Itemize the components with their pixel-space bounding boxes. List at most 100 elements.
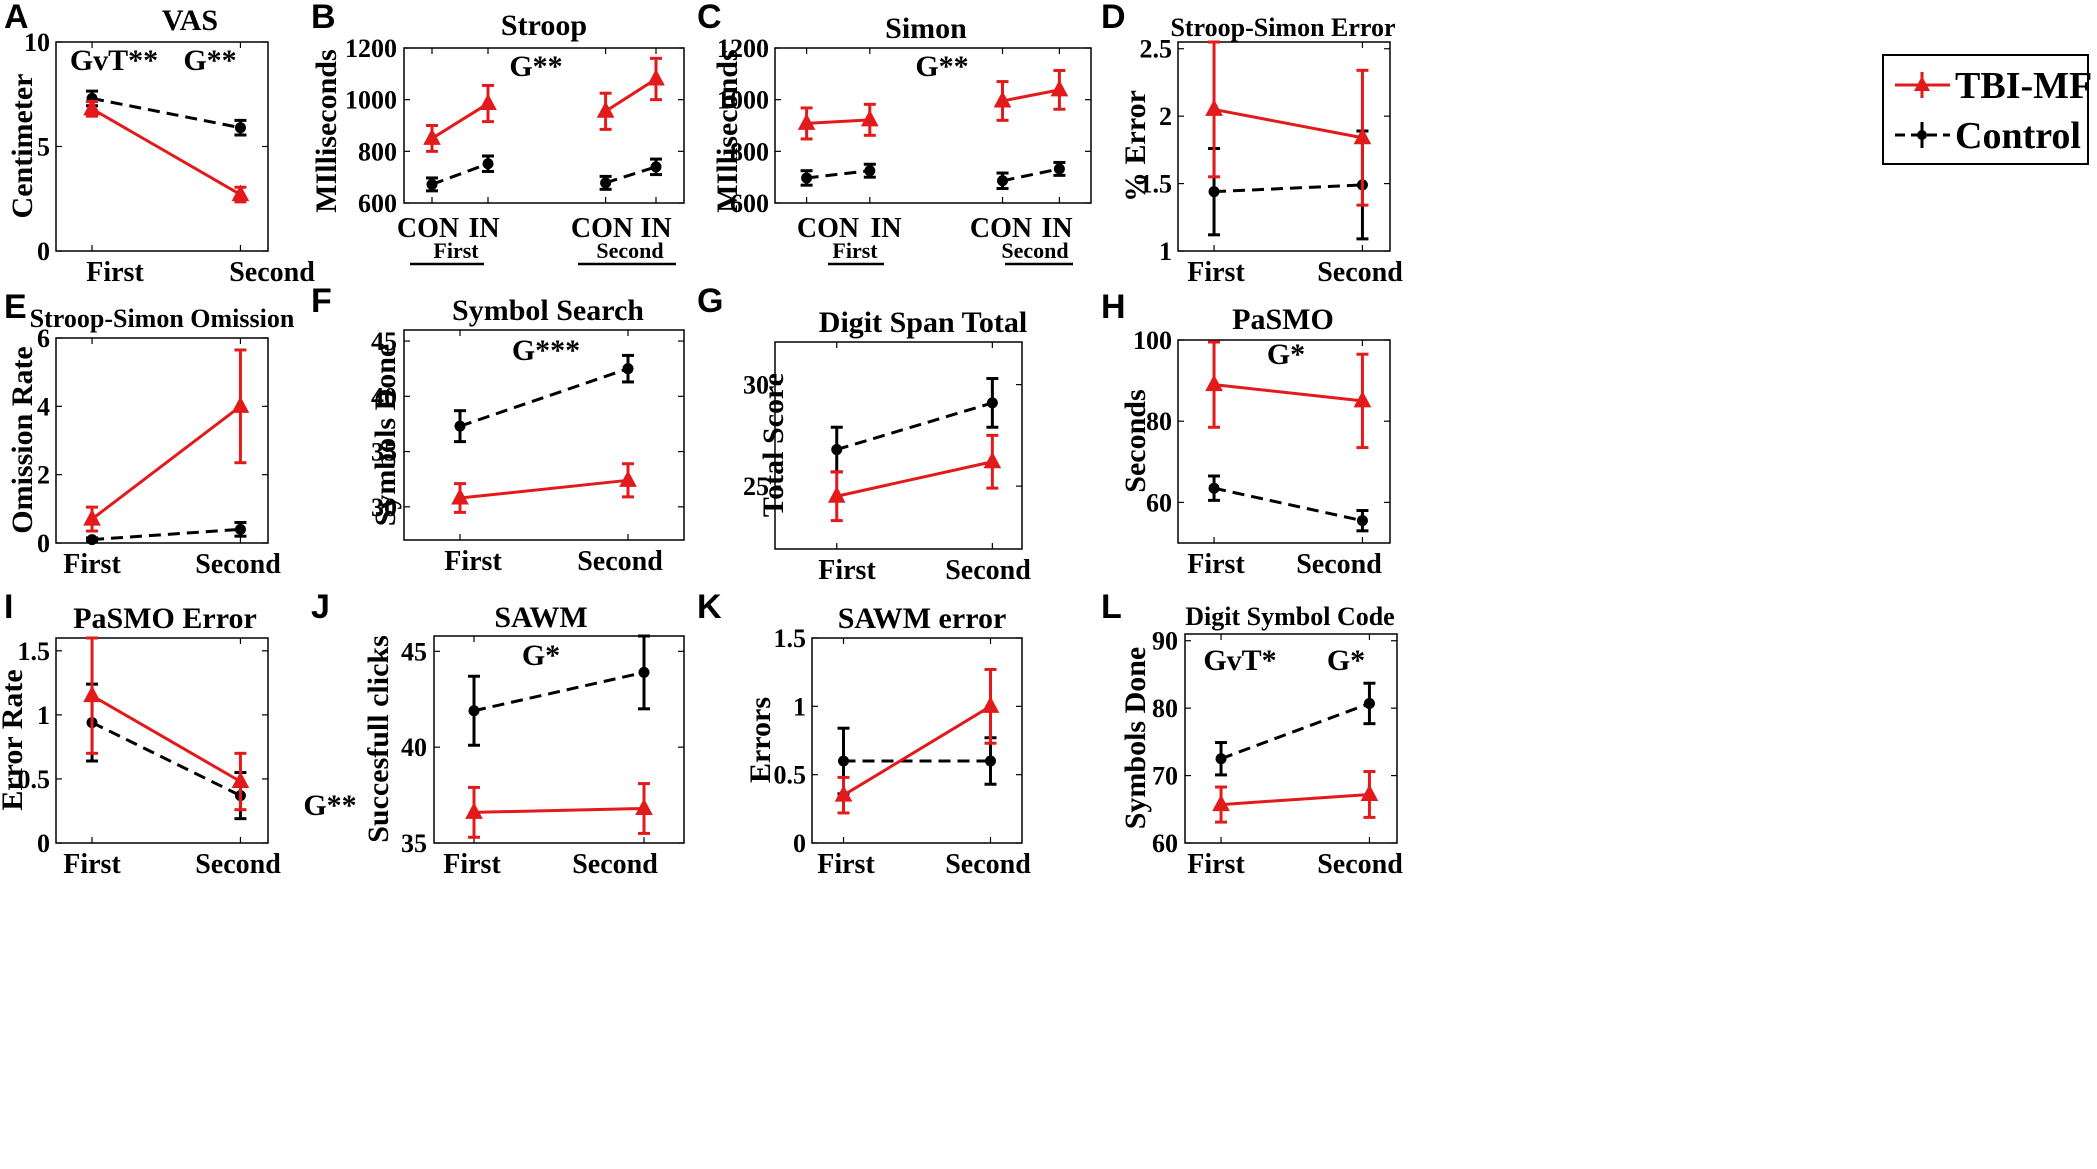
- y-tick-label: 0: [37, 529, 50, 558]
- data-point-control: [997, 175, 1009, 187]
- y-tick-label: 30: [743, 371, 769, 400]
- data-point-control: [1356, 515, 1368, 527]
- series-tbi-mf: [83, 348, 250, 533]
- data-point-tbi: [479, 93, 497, 111]
- data-point-control: [1215, 753, 1227, 765]
- axes-box: [403, 47, 685, 204]
- group-label: First: [433, 238, 479, 263]
- panel-title: Stroop: [501, 9, 587, 42]
- axes-box: [774, 47, 1092, 204]
- y-tick-label: 30: [371, 493, 397, 522]
- y-axis-label: % Error: [1119, 90, 1152, 202]
- panel-letter: E: [4, 288, 27, 326]
- significance-annotation: G**: [183, 44, 236, 77]
- panel-letter: G: [697, 282, 723, 320]
- series-tbi-mf: [83, 636, 250, 812]
- y-tick-label: 1.5: [774, 624, 807, 653]
- series-tbi-mf: [834, 667, 1000, 815]
- panel-letter: A: [4, 0, 29, 36]
- data-point-tbi: [596, 101, 615, 118]
- y-tick-label: 800: [358, 137, 397, 166]
- y-tick-label: 0: [37, 237, 50, 266]
- series-line-control: [431, 162, 489, 186]
- panel-title: VAS: [162, 4, 218, 37]
- y-tick-label: 1: [1159, 237, 1172, 266]
- significance-annotation: GvT**: [70, 44, 158, 77]
- data-point-tbi: [827, 486, 846, 503]
- series-tbi-mf: [465, 782, 653, 839]
- y-tick-label: 600: [358, 189, 397, 218]
- data-point-control: [986, 397, 998, 409]
- data-point-tbi: [1050, 79, 1069, 97]
- axes-box: [774, 341, 1023, 550]
- y-axis-label: Error Rate: [0, 669, 29, 810]
- x-tick-label: First: [444, 546, 502, 577]
- series-control: [800, 160, 1066, 191]
- y-tick-label: 0.5: [18, 765, 51, 794]
- y-tick-label: 1.5: [1140, 170, 1173, 199]
- series-line-tbi: [91, 405, 242, 521]
- series-tbi-mf: [797, 68, 1069, 141]
- x-tick-label: Second: [572, 849, 658, 880]
- series-tbi-mf: [423, 56, 665, 153]
- series-line-control: [91, 721, 242, 797]
- panel-title: Stroop-Simon Error: [1170, 13, 1395, 42]
- data-point-control: [1208, 186, 1220, 198]
- data-point-control: [864, 165, 876, 177]
- series-line-tbi: [91, 694, 242, 783]
- x-tick-label: Second: [945, 849, 1031, 880]
- data-point-tbi: [423, 128, 441, 145]
- y-tick-label: 25: [743, 472, 769, 501]
- y-tick-label: 1000: [717, 86, 769, 115]
- y-tick-label: 1200: [345, 34, 397, 63]
- x-tick-label: First: [817, 849, 875, 880]
- x-tick-label: IN: [468, 213, 499, 244]
- x-tick-label: Second: [1317, 849, 1403, 880]
- data-point-control: [1053, 163, 1065, 175]
- data-point-control: [426, 178, 438, 190]
- data-point-tbi: [231, 771, 250, 788]
- series-line-control: [1213, 486, 1363, 523]
- y-tick-label: 4: [37, 392, 50, 421]
- axes-box: [55, 637, 269, 844]
- y-tick-label: 45: [401, 637, 427, 666]
- y-tick-label: 45: [371, 327, 397, 356]
- x-tick-label: Second: [1317, 257, 1403, 288]
- y-axis-label: Symbols Done: [369, 344, 402, 527]
- group-label: Second: [1001, 238, 1068, 263]
- panel-letter: J: [311, 588, 330, 626]
- significance-annotation: GvT*: [1203, 644, 1276, 677]
- x-tick-label: Second: [195, 549, 281, 580]
- series-tbi-mf: [1205, 340, 1372, 450]
- panel-title: SAWM error: [838, 602, 1007, 635]
- data-point-tbi: [1205, 374, 1223, 392]
- y-tick-label: 60: [1152, 829, 1178, 858]
- data-point-tbi: [1353, 390, 1372, 408]
- significance-annotation: G*: [522, 639, 560, 672]
- panel-d: D Stroop-Simon Error % Error 1 1.5 2 2.5 First S…: [1101, 0, 1403, 288]
- group-label: Second: [596, 238, 663, 263]
- series-line-tbi: [1213, 107, 1363, 140]
- x-tick-label: First: [443, 849, 501, 880]
- panel-letter: F: [311, 282, 332, 320]
- y-tick-label: 40: [371, 382, 397, 411]
- x-tick-label: First: [1187, 257, 1245, 288]
- legend-box: [1882, 54, 2089, 165]
- axes-box: [403, 329, 685, 541]
- y-tick-label: 0: [793, 829, 806, 858]
- series-tbi-mf: [827, 433, 1002, 523]
- panel-title: Simon: [885, 12, 967, 45]
- x-tick-label: First: [1187, 549, 1245, 580]
- data-point-control: [482, 158, 494, 170]
- y-tick-label: 5: [37, 133, 50, 162]
- y-tick-label: 2: [1159, 102, 1172, 131]
- y-axis-label: Seconds: [1119, 389, 1152, 492]
- y-tick-label: 1200: [717, 34, 769, 63]
- data-point-tbi: [1205, 99, 1223, 116]
